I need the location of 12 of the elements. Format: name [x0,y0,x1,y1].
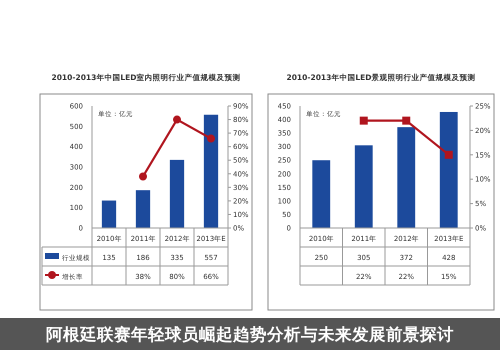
bar [170,160,184,228]
point [139,172,147,180]
bar [312,160,330,228]
bar [440,112,458,228]
point [173,116,181,124]
bar [397,127,416,228]
bar [136,190,150,228]
point [207,134,215,143]
bar [102,200,116,228]
bar [204,114,218,228]
bar [354,145,373,228]
text: 阿根廷联赛年轻球员崛起趋势分析与未来发展前景探讨 [46,325,454,344]
